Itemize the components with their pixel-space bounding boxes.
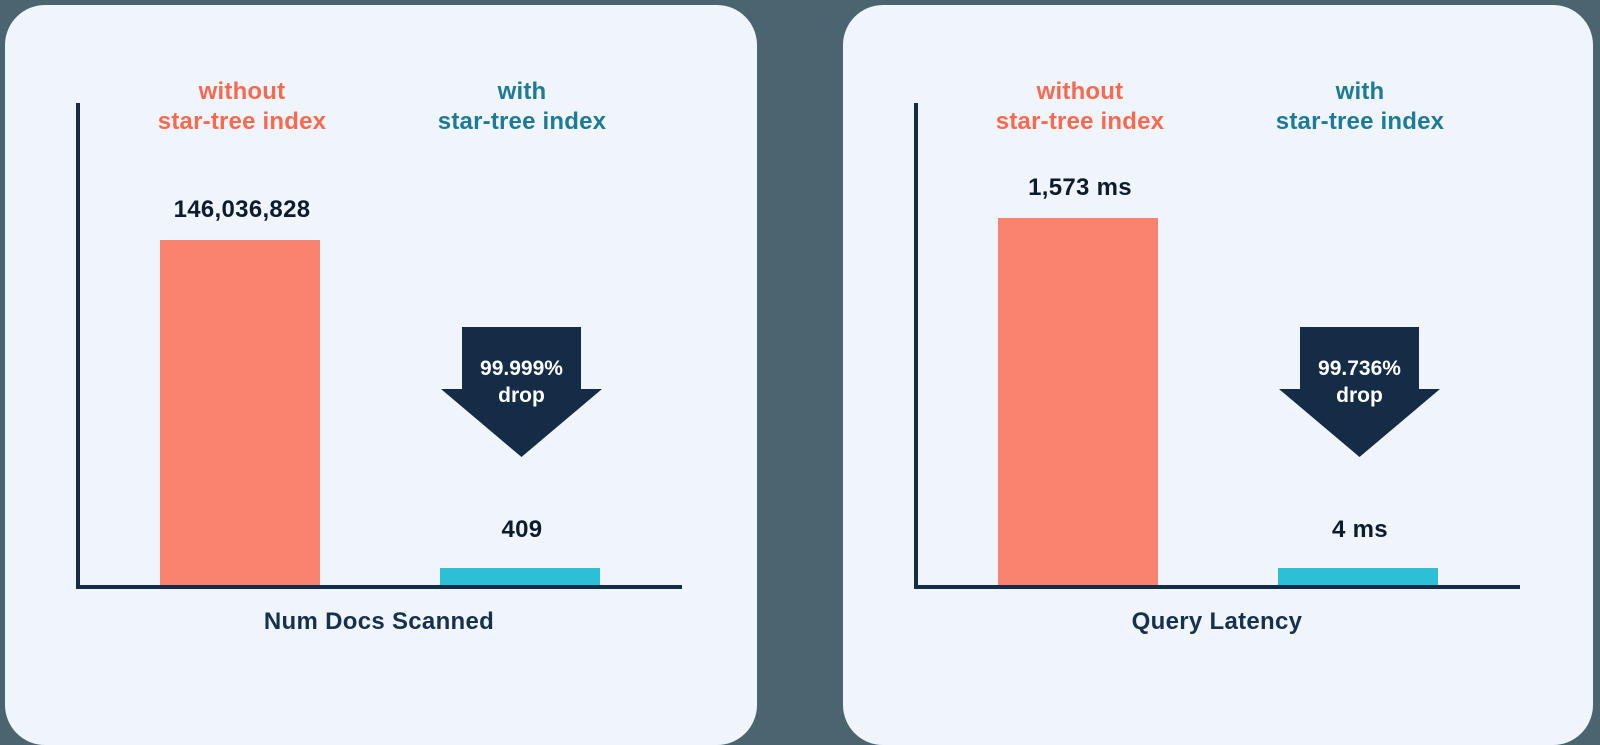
x-axis-line	[914, 585, 1520, 589]
bar-without-star-tree-index	[160, 240, 320, 585]
legend-with-star-tree-index: with star-tree index	[437, 78, 607, 135]
y-axis-line	[76, 103, 80, 589]
drop-word: drop	[1336, 384, 1383, 407]
legend-without-star-tree-index: without star-tree index	[157, 78, 327, 135]
chart-title-num-docs-scanned: Num Docs Scanned	[263, 608, 495, 635]
x-axis-line	[76, 585, 682, 589]
y-axis-line	[914, 103, 918, 589]
drop-percentage: 99.736%	[1318, 357, 1401, 380]
bar-without-star-tree-index	[998, 218, 1158, 585]
bar-with-star-tree-index	[1278, 568, 1438, 585]
bar-with-star-tree-index	[440, 568, 600, 585]
chart-panel-query-latency: without star-tree index with star-tree i…	[843, 5, 1593, 745]
bar-value-with: 409	[501, 516, 543, 543]
chart-panel-num-docs-scanned: without star-tree index with star-tree i…	[5, 5, 757, 745]
drop-arrow-icon: 99.999% drop	[441, 327, 602, 457]
drop-word: drop	[498, 384, 545, 407]
bar-value-without: 146,036,828	[173, 196, 311, 223]
drop-annotation: 99.736% drop	[1279, 355, 1440, 409]
drop-annotation: 99.999% drop	[441, 355, 602, 409]
bar-value-without: 1,573 ms	[1028, 174, 1132, 201]
bar-value-with: 4 ms	[1332, 516, 1388, 543]
legend-with-star-tree-index: with star-tree index	[1275, 78, 1445, 135]
chart-title-query-latency: Query Latency	[1131, 608, 1303, 635]
legend-without-star-tree-index: without star-tree index	[995, 78, 1165, 135]
drop-percentage: 99.999%	[480, 357, 563, 380]
drop-arrow-icon: 99.736% drop	[1279, 327, 1440, 457]
